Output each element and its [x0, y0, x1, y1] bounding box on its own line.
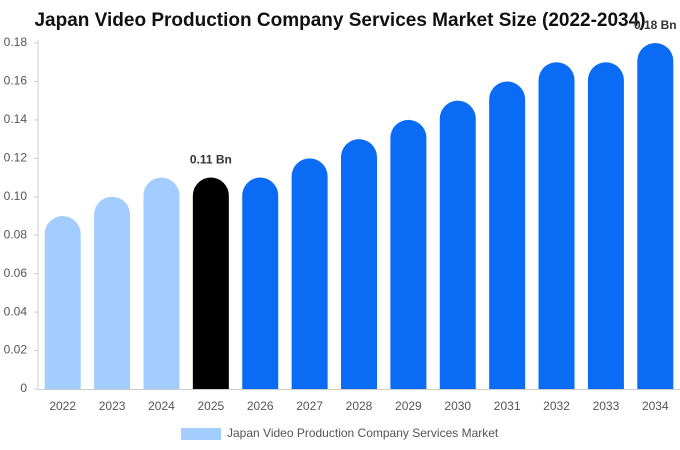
bar	[489, 81, 526, 389]
y-tick-label: 0.10	[4, 189, 28, 203]
x-tick-label: 2031	[494, 399, 521, 413]
y-tick-label: 0.02	[4, 343, 28, 357]
bar	[587, 62, 624, 389]
x-tick-label: 2022	[49, 399, 76, 413]
x-tick-label: 2026	[247, 399, 274, 413]
x-tick-label: 2034	[642, 399, 669, 413]
y-tick-label: 0.04	[4, 304, 28, 318]
bar	[192, 177, 229, 389]
value-label: 0.18 Bn	[634, 18, 677, 32]
bar	[341, 139, 377, 389]
x-tick-label: 2023	[99, 399, 126, 413]
bar	[439, 100, 476, 389]
x-tick-label: 2029	[395, 399, 422, 413]
bar	[242, 177, 279, 389]
bar	[143, 177, 180, 389]
x-tick-label: 2032	[543, 399, 570, 413]
y-tick-label: 0	[20, 381, 27, 395]
y-tick-label: 0.08	[4, 227, 28, 241]
bar	[637, 43, 674, 389]
bar	[390, 119, 427, 389]
x-tick-label: 2027	[296, 399, 323, 413]
chart-title: Japan Video Production Company Services …	[34, 10, 645, 31]
y-tick-label: 0.06	[4, 266, 28, 280]
y-tick-label: 0.18	[4, 35, 28, 49]
bar	[94, 196, 131, 389]
value-label: 0.11 Bn	[190, 153, 232, 167]
x-tick-label: 2024	[148, 399, 175, 413]
y-tick-label: 0.16	[4, 74, 28, 88]
y-tick-label: 0.12	[4, 151, 28, 165]
bar	[44, 216, 81, 389]
x-tick-label: 2033	[593, 399, 620, 413]
legend-label: Japan Video Production Company Services …	[227, 426, 499, 440]
x-tick-label: 2030	[444, 399, 471, 413]
x-tick-label: 2025	[197, 399, 224, 413]
bar	[538, 62, 575, 389]
x-tick-label: 2028	[346, 399, 373, 413]
y-tick-label: 0.14	[4, 112, 28, 126]
bar	[291, 158, 328, 389]
legend-swatch	[181, 428, 221, 440]
